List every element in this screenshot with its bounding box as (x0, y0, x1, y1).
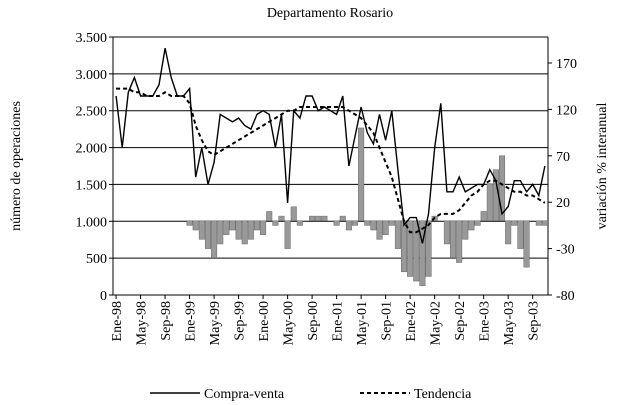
y2-tick-label: -80 (556, 289, 575, 304)
x-tick-label: Sep-03 (527, 301, 542, 341)
x-tick-label: May-98 (135, 301, 150, 345)
x-tick-label: May-02 (429, 301, 444, 345)
y-tick-label: 2.000 (76, 142, 108, 157)
bar (339, 215, 346, 222)
line (116, 87, 546, 234)
bar (192, 220, 199, 231)
bar (419, 220, 426, 286)
x-tick-label: May-00 (282, 301, 297, 345)
y-tick-label: 2.500 (76, 105, 108, 120)
bar (315, 215, 322, 222)
y-tick-label: 3.500 (76, 31, 108, 46)
y-tick-label: 0 (100, 289, 107, 304)
bar (309, 215, 316, 222)
bar (229, 220, 236, 231)
x-tick-label: Sep-99 (233, 301, 248, 341)
x-tick-label: Ene-00 (257, 301, 272, 341)
bar (425, 220, 432, 277)
x-tick-label: Sep-01 (380, 301, 395, 341)
y-tick-label: 3.000 (76, 68, 108, 83)
bar (401, 220, 408, 273)
bar (456, 220, 463, 263)
y2-axis-label: variación % interanual (595, 103, 610, 230)
bar (450, 220, 457, 259)
y-tick-label: 1.500 (76, 178, 108, 193)
x-tick-label: Sep-00 (306, 301, 321, 341)
line (115, 47, 546, 244)
bar (364, 220, 371, 226)
x-tick-label: Ene-99 (184, 301, 199, 341)
bar (284, 220, 291, 249)
bar (204, 220, 211, 249)
bar (486, 183, 493, 222)
y2-tick-label: 70 (556, 150, 570, 165)
y2-tick-label: 20 (556, 196, 570, 211)
bar (290, 206, 297, 222)
bar (541, 220, 548, 226)
bar (278, 215, 285, 222)
x-tick-label: Sep-98 (159, 301, 174, 341)
bar (260, 220, 267, 235)
bar (217, 220, 224, 245)
bar (358, 127, 365, 222)
bar (382, 220, 389, 235)
bar (296, 220, 303, 226)
bar (474, 220, 481, 226)
bar (499, 155, 506, 222)
bar (211, 220, 218, 259)
bar (253, 220, 260, 231)
bar (235, 220, 242, 240)
bar (505, 220, 512, 245)
bar (388, 220, 395, 226)
y-tick-label: 1.000 (76, 215, 108, 230)
bar (468, 220, 475, 231)
x-tick-label: May-99 (208, 301, 223, 345)
bar (407, 220, 414, 277)
y2-tick-label: -30 (556, 243, 575, 258)
bar (272, 220, 279, 226)
bar (370, 220, 377, 231)
bar (462, 220, 469, 240)
bar (333, 220, 340, 226)
bar (223, 220, 230, 235)
bar (535, 220, 542, 226)
bar (480, 211, 487, 222)
y-axis-label: número de operaciones (9, 101, 24, 231)
x-tick-label: Ene-98 (110, 301, 125, 341)
y-tick-label: 500 (86, 252, 107, 267)
legend-label: Compra-venta (204, 387, 285, 402)
bar (511, 220, 518, 226)
legend-label: Tendencia (414, 387, 472, 402)
y2-tick-label: 170 (556, 57, 577, 72)
bar (266, 211, 273, 222)
bar (241, 220, 248, 245)
chart-title: Departamento Rosario (267, 6, 393, 21)
bar (517, 220, 524, 249)
x-tick-label: May-03 (502, 301, 517, 345)
x-tick-label: Sep-02 (453, 301, 468, 341)
bar (186, 220, 193, 226)
bar (523, 220, 530, 268)
y2-tick-label: 120 (556, 103, 577, 118)
x-tick-label: May-01 (355, 301, 370, 345)
bar (394, 220, 401, 249)
x-tick-label: Ene-02 (404, 301, 419, 341)
x-tick-label: Ene-01 (331, 301, 346, 341)
bar (198, 220, 205, 240)
bar (413, 220, 420, 282)
bar (321, 215, 328, 222)
bar (345, 220, 352, 231)
bar (443, 220, 450, 245)
bar (247, 220, 254, 240)
bar (376, 220, 383, 240)
x-tick-label: Ene-03 (478, 301, 493, 341)
bar (352, 220, 359, 226)
